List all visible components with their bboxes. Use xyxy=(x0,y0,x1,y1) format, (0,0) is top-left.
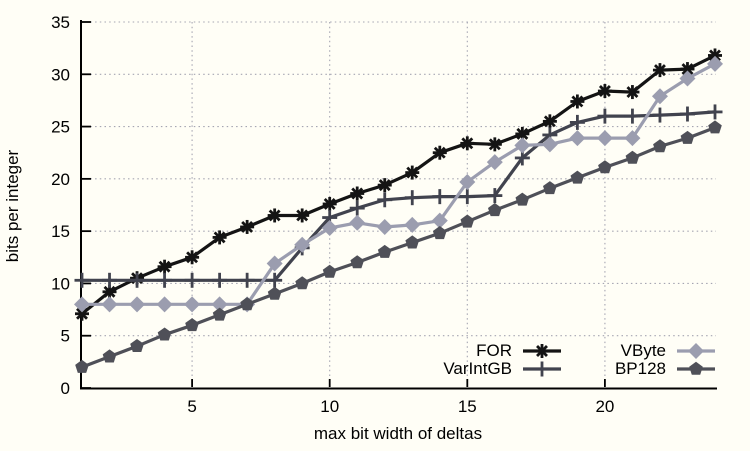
legend-marker-pentagon-icon xyxy=(677,361,715,375)
legend-label-vbyte: VByte xyxy=(620,341,666,360)
legend-label-varintgb: VarIntGB xyxy=(443,359,512,378)
legend-label-for: FOR xyxy=(476,341,512,360)
legend: FOR VByte VarIntGB BP128 xyxy=(420,341,718,378)
legend-label-bp128: BP128 xyxy=(614,359,666,378)
svg-text:15: 15 xyxy=(458,397,477,416)
svg-text:30: 30 xyxy=(51,65,70,84)
legend-marker-star-icon xyxy=(523,344,561,358)
svg-text:35: 35 xyxy=(51,13,70,32)
svg-text:10: 10 xyxy=(320,397,339,416)
x-axis-title: max bit width of deltas xyxy=(313,424,483,443)
svg-text:5: 5 xyxy=(61,327,70,346)
svg-text:25: 25 xyxy=(51,118,70,137)
svg-text:20: 20 xyxy=(595,397,614,416)
y-axis-title: bits per integer xyxy=(3,149,22,263)
svg-text:5: 5 xyxy=(187,397,196,416)
svg-text:10: 10 xyxy=(51,274,70,293)
svg-text:15: 15 xyxy=(51,222,70,241)
svg-text:0: 0 xyxy=(61,379,70,398)
svg-text:20: 20 xyxy=(51,170,70,189)
legend-marker-plus-icon xyxy=(523,361,561,377)
legend-marker-diamond-icon xyxy=(677,343,715,359)
